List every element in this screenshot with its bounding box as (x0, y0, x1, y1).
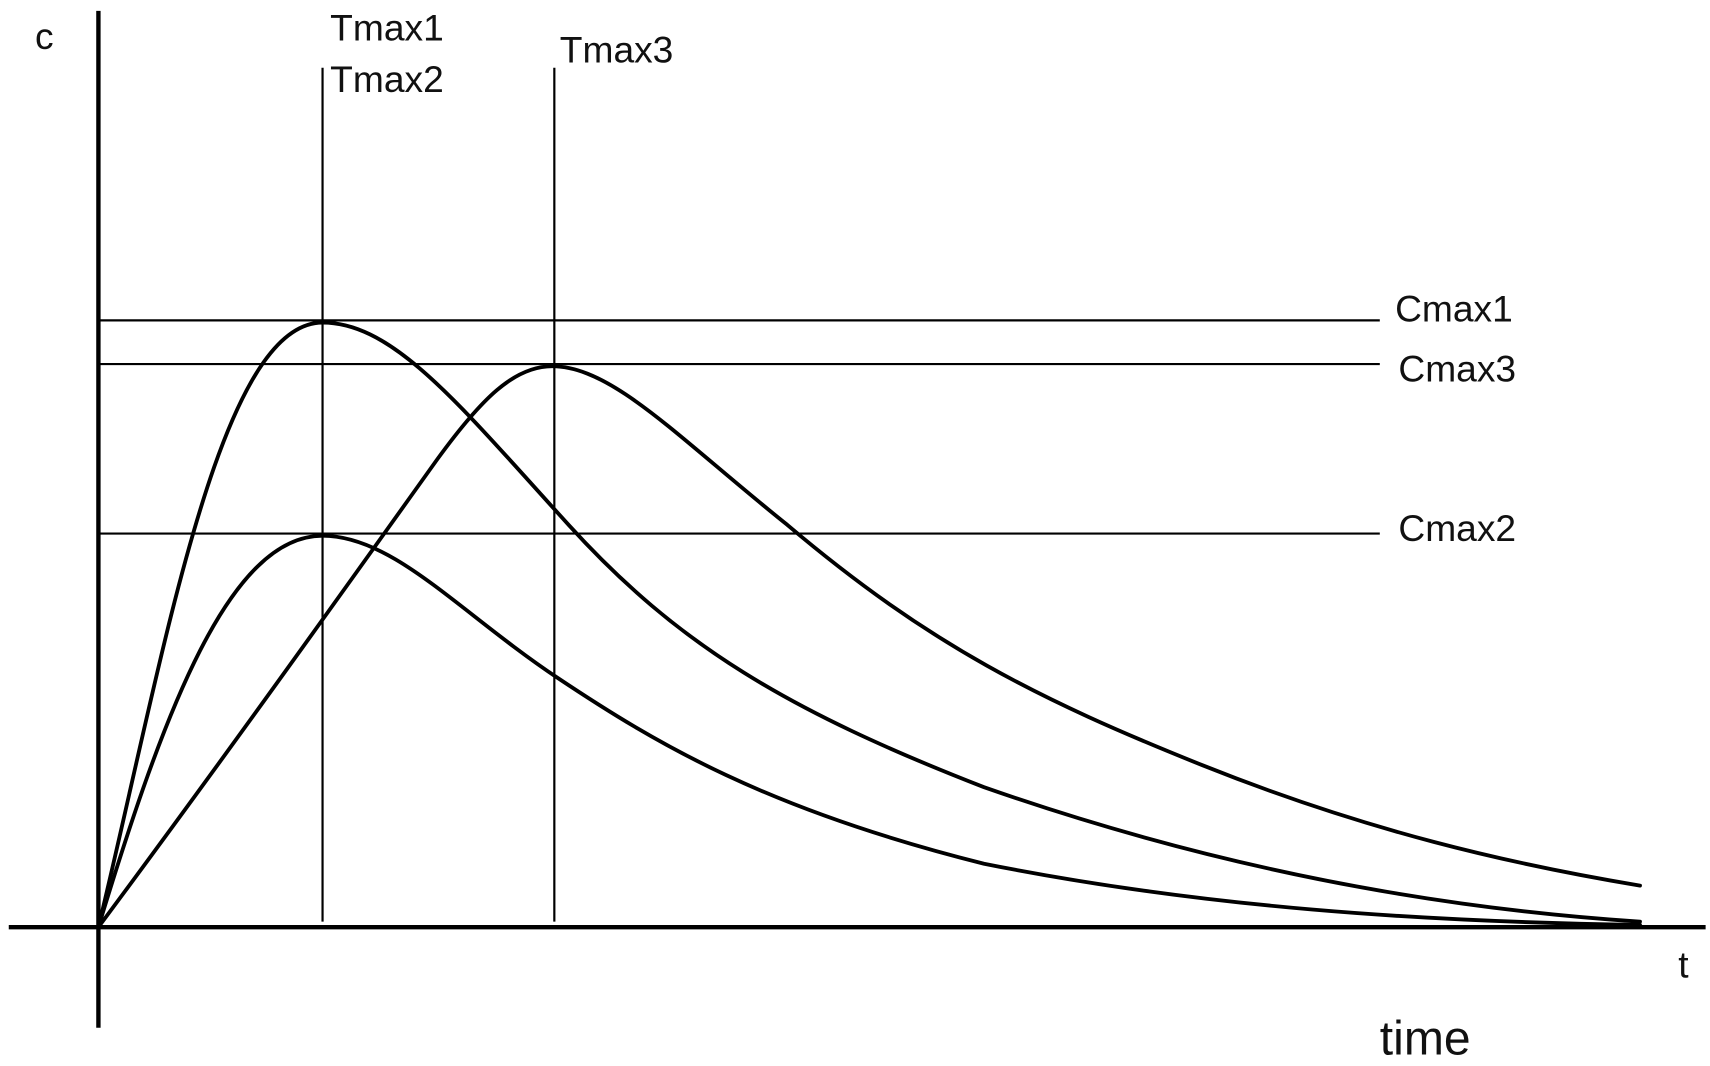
cmax-label: Cmax2 (1398, 507, 1516, 549)
tmax-label: Tmax3 (560, 28, 674, 70)
x-axis-label: t (1678, 943, 1689, 985)
curve-3 (96, 364, 1642, 930)
cmax-label: Cmax3 (1398, 348, 1516, 390)
tmax-label: Tmax2 (330, 58, 444, 100)
curve-1 (96, 320, 1642, 930)
cmax-label: Cmax1 (1395, 287, 1513, 329)
tmax-label: Tmax1 (330, 6, 444, 48)
x-axis-title: time (1380, 1012, 1471, 1066)
y-axis-label: c (35, 15, 54, 57)
curve-2 (96, 533, 1642, 930)
